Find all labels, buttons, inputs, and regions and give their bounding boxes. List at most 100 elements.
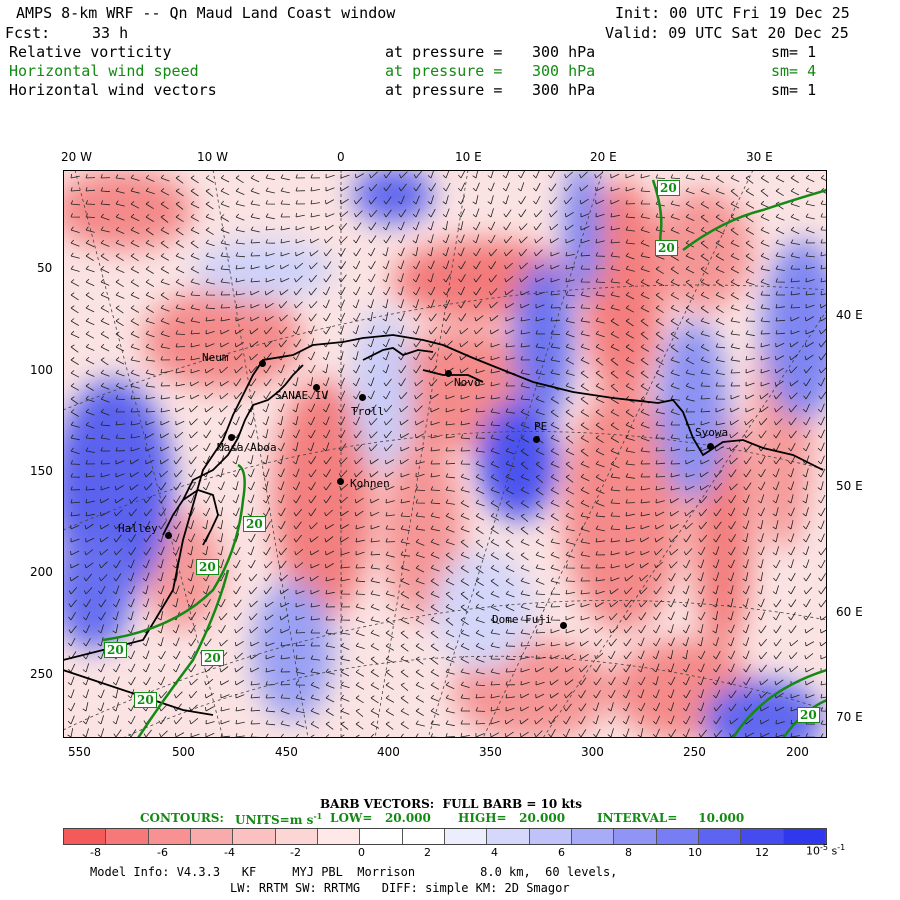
wind-barb — [70, 396, 79, 405]
wind-barb — [535, 316, 545, 322]
wind-barb — [68, 625, 77, 634]
wind-barb — [730, 239, 740, 247]
wind-barb — [820, 175, 827, 182]
wind-barb — [158, 508, 167, 517]
wind-barb — [352, 260, 361, 270]
wind-barb — [247, 468, 255, 478]
wind-barb — [520, 590, 530, 597]
wind-barb — [682, 585, 690, 595]
wind-barb — [820, 239, 827, 244]
wind-barb — [550, 356, 560, 362]
wind-barb — [295, 200, 306, 205]
wind-barb — [487, 221, 496, 231]
wind-barb — [325, 212, 335, 218]
wind-barb — [697, 676, 705, 686]
wind-barb — [113, 534, 122, 543]
wind-barb — [654, 548, 663, 556]
wind-barb — [580, 460, 590, 468]
wind-barb — [520, 395, 531, 401]
wind-barb — [325, 173, 335, 179]
wind-barb — [383, 404, 393, 413]
wind-barb — [622, 689, 630, 699]
wind-barb — [187, 546, 194, 556]
wind-barb — [370, 524, 380, 530]
wind-barb — [623, 651, 632, 660]
wind-barb — [385, 708, 394, 716]
wind-barb — [580, 499, 590, 508]
wind-barb — [818, 391, 827, 400]
model-info-line1: Model Info: V4.3.3 KF MYJ PBL Morrison 8… — [90, 865, 618, 879]
wind-barb — [85, 473, 95, 478]
wind-barb — [397, 299, 404, 309]
wind-barb — [353, 364, 361, 374]
colorbar-segment — [487, 829, 530, 844]
wind-barb — [100, 317, 110, 326]
wind-barb — [400, 695, 409, 704]
wind-barb — [310, 187, 320, 192]
wind-barb — [593, 664, 601, 673]
wind-barb — [173, 717, 183, 725]
wind-barb — [187, 572, 194, 582]
wind-barb — [382, 299, 389, 309]
wind-barb — [250, 707, 261, 712]
wind-barb — [159, 470, 168, 478]
wind-barb — [70, 239, 80, 247]
wind-barb — [758, 664, 767, 673]
wind-barb — [428, 352, 437, 361]
wind-barb — [684, 509, 694, 517]
wind-barb — [475, 720, 486, 725]
wind-barb — [802, 507, 809, 517]
wind-barb — [157, 546, 165, 556]
wind-barb — [295, 225, 305, 231]
wind-barb — [550, 330, 561, 335]
wind-barb — [400, 655, 410, 663]
wind-barb — [205, 239, 215, 247]
wind-barb — [518, 170, 526, 179]
wind-barb — [128, 547, 137, 556]
wind-barb — [625, 537, 635, 543]
wind-barb — [97, 650, 105, 660]
contours-high: HIGH= 20.000 — [458, 811, 566, 825]
wind-barb — [818, 599, 827, 608]
wind-barb — [385, 498, 395, 504]
wind-barb — [698, 521, 708, 530]
wind-barb — [250, 200, 260, 206]
wind-barb — [445, 525, 455, 533]
wind-barb — [534, 717, 544, 725]
wind-barb — [699, 484, 709, 491]
wind-barb — [127, 650, 136, 660]
wind-barb — [745, 356, 755, 361]
colorbar-segment — [445, 829, 488, 844]
wind-barb — [715, 291, 725, 299]
wind-barb — [219, 666, 229, 673]
wind-barb — [173, 703, 182, 712]
wind-barb — [340, 655, 350, 662]
wind-barb — [127, 598, 135, 608]
wind-barb — [610, 473, 620, 479]
wind-barb — [70, 460, 81, 465]
wind-barb — [220, 175, 230, 183]
wind-barb — [355, 577, 366, 583]
wind-barb — [729, 483, 738, 491]
wind-barb — [368, 235, 377, 244]
wind-barb — [115, 447, 126, 452]
wind-barb — [668, 729, 677, 738]
wind-barb — [520, 356, 531, 361]
wind-barb — [160, 330, 170, 338]
wind-barb — [520, 421, 530, 429]
wind-barb — [280, 251, 290, 257]
wind-barb — [130, 318, 140, 326]
wind-barb — [669, 498, 679, 504]
wind-barb — [758, 418, 768, 426]
wind-barb — [685, 305, 694, 314]
wind-barb — [670, 382, 680, 390]
wind-barb — [818, 339, 827, 348]
wind-barb — [640, 265, 650, 273]
wind-barb — [743, 703, 753, 712]
wind-barb — [490, 513, 500, 521]
wind-barb — [382, 247, 389, 257]
wind-barb — [790, 291, 800, 296]
wind-barb — [443, 326, 452, 335]
wind-barb — [430, 720, 440, 726]
wind-barb — [249, 626, 259, 634]
